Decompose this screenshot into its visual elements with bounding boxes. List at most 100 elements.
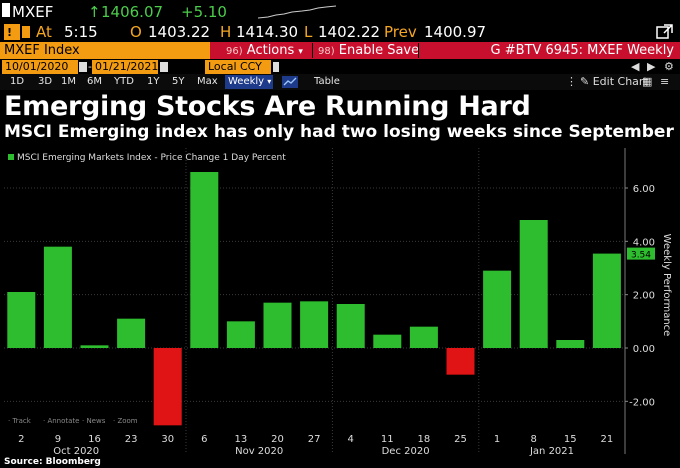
month-label: Dec 2020 <box>382 446 430 457</box>
table-button[interactable]: Table <box>314 76 340 87</box>
x-tick-label: 6 <box>201 434 207 445</box>
chart-tool-track[interactable]: · Track <box>8 417 32 425</box>
period-5y[interactable]: 5Y <box>172 76 185 87</box>
period-1y[interactable]: 1Y <box>147 76 160 87</box>
frequency-select[interactable]: Weekly ▾ <box>225 75 273 89</box>
chart-bar[interactable] <box>446 348 475 375</box>
time-value: 5:15 <box>64 23 98 41</box>
chart-bar[interactable] <box>7 292 36 348</box>
security-name[interactable]: MXEF Index <box>0 42 210 59</box>
low-label: L <box>304 23 313 41</box>
forward-icon[interactable]: ▶ <box>647 60 656 73</box>
chart-bar[interactable] <box>519 220 548 348</box>
line-chart-icon[interactable] <box>282 76 298 88</box>
chart-bar[interactable] <box>373 334 402 348</box>
enable-save-button[interactable]: 98) Enable Save <box>318 43 419 58</box>
period-ytd[interactable]: YTD <box>114 76 134 87</box>
period-6m[interactable]: 6M <box>87 76 102 87</box>
enable-save-label: Enable Save <box>338 43 420 58</box>
chevron-down-icon[interactable] <box>273 62 279 72</box>
currency-select[interactable]: Local CCY <box>205 60 271 74</box>
calendar-icon[interactable] <box>160 62 168 72</box>
x-tick-label: 23 <box>125 434 138 445</box>
security-bar: MXEF Index 96) Actions ▾ 98) Enable Save… <box>0 42 680 59</box>
x-tick-label: 15 <box>564 434 577 445</box>
date-dash: - <box>88 60 92 73</box>
month-label: Oct 2020 <box>53 446 99 457</box>
x-tick-label: 25 <box>454 434 467 445</box>
chart-bar[interactable] <box>80 345 109 348</box>
prev-value: 1400.97 <box>424 23 487 41</box>
sliders-icon[interactable]: ≡ <box>660 75 670 88</box>
period-1d[interactable]: 1D <box>10 76 25 87</box>
pencil-icon: ✎ <box>580 75 590 88</box>
sparkline-icon <box>258 5 337 19</box>
period-selector-row: 1D 3D 1M 6M YTD 1Y 5Y Max Weekly ▾ Table… <box>0 74 680 90</box>
period-1m[interactable]: 1M <box>61 76 76 87</box>
x-tick-label: 27 <box>308 434 321 445</box>
chart-type-icon[interactable]: ▦ <box>642 75 653 88</box>
popout-icon[interactable] <box>656 24 674 40</box>
chart-tool-zoom[interactable]: · Zoom <box>113 417 138 425</box>
y-tick-label: 2.00 <box>633 291 655 302</box>
chart-bar[interactable] <box>43 246 72 348</box>
x-tick-label: 20 <box>271 434 284 445</box>
period-3d[interactable]: 3D <box>38 76 53 87</box>
open-value: 1403.22 <box>148 23 211 41</box>
chart-tool-annotate[interactable]: · Annotate <box>43 417 79 425</box>
x-tick-label: 18 <box>418 434 431 445</box>
last-value-badge <box>627 247 655 260</box>
high-value: 1414.30 <box>236 23 299 41</box>
chart-bar[interactable] <box>190 172 219 348</box>
chart-tool-news[interactable]: · News <box>82 417 106 425</box>
last-value-label: 3.54 <box>631 251 651 261</box>
chart-bar[interactable] <box>556 340 585 348</box>
back-icon[interactable]: ◀ <box>631 60 640 73</box>
x-tick-label: 11 <box>381 434 394 445</box>
chart-bar[interactable] <box>117 318 146 348</box>
y-tick-label: 4.00 <box>633 237 655 248</box>
open-label: O <box>130 23 142 41</box>
x-tick-label: 30 <box>161 434 174 445</box>
period-max[interactable]: Max <box>197 76 218 87</box>
chart-bar[interactable] <box>263 302 292 348</box>
frequency-label: Weekly <box>228 76 265 87</box>
actions-label: Actions <box>246 43 295 58</box>
start-date-field[interactable]: 10/01/2020 <box>2 60 78 74</box>
function-label: G #BTV 6945: MXEF Weekly <box>490 43 674 58</box>
dropdown-arrow-icon: ▾ <box>267 77 272 86</box>
x-tick-label: 2 <box>18 434 24 445</box>
x-tick-label: 21 <box>601 434 614 445</box>
y-tick-label: 6.00 <box>633 184 655 195</box>
chart-subheadline: MSCI Emerging index has only had two los… <box>4 122 674 142</box>
actions-number: 96) <box>226 46 243 57</box>
edit-chart-button[interactable]: ✎ Edit Chart <box>580 74 648 90</box>
x-tick-label: 8 <box>531 434 537 445</box>
source-note: Source: Bloomberg <box>4 457 101 467</box>
legend-swatch <box>8 154 14 160</box>
end-date-field[interactable]: 01/21/2021 <box>92 60 158 74</box>
settings-icon[interactable]: ⚙ <box>664 60 674 73</box>
ticker-symbol[interactable]: MXEF <box>12 3 54 21</box>
chart-bar[interactable] <box>226 321 255 348</box>
up-arrow-icon: ↑ <box>88 3 101 21</box>
chart-bar[interactable] <box>483 270 512 348</box>
low-value: 1402.22 <box>318 23 381 41</box>
time-label: At <box>36 23 52 41</box>
actions-menu[interactable]: 96) Actions ▾ <box>226 43 303 58</box>
chart-headline: Emerging Stocks Are Running Hard <box>4 91 531 122</box>
x-tick-label: 9 <box>55 434 61 445</box>
x-tick-label: 1 <box>494 434 500 445</box>
chart-bar[interactable] <box>409 326 438 348</box>
calendar-icon[interactable] <box>79 62 87 72</box>
ticker-price: 1406.07 <box>101 3 164 21</box>
chart-options-icon[interactable]: ⋮ <box>566 75 577 88</box>
divider <box>418 43 419 58</box>
chart-bar[interactable] <box>300 301 329 348</box>
chart-bar[interactable] <box>336 304 365 348</box>
chart-bar[interactable] <box>153 348 182 426</box>
chart-bar[interactable] <box>592 253 621 348</box>
high-label: H <box>220 23 232 41</box>
x-tick-label: 4 <box>348 434 354 445</box>
